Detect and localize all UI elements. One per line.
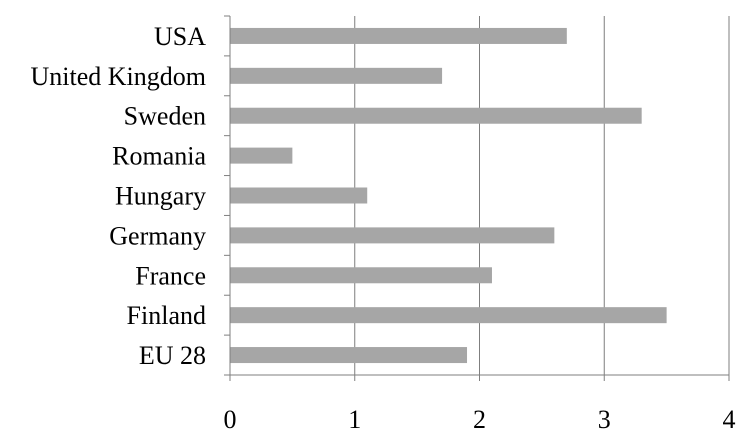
category-label-eu-28: EU 28 xyxy=(139,341,206,370)
category-label-sweden: Sweden xyxy=(124,102,206,131)
bar-eu-28 xyxy=(230,347,468,364)
category-label-germany: Germany xyxy=(109,221,206,250)
category-labels: USA United Kingdom Sweden Romania Hungary Ger… xyxy=(31,22,207,370)
bar-hungary xyxy=(230,187,368,204)
x-tick-label-3: 3 xyxy=(598,405,611,431)
category-label-united-kingdom: United Kingdom xyxy=(31,62,207,91)
category-label-france: France xyxy=(135,261,206,290)
bar-romania xyxy=(230,147,293,164)
bar-usa xyxy=(230,27,567,44)
axes xyxy=(224,15,730,381)
x-tick-label-1: 1 xyxy=(348,405,361,431)
bars xyxy=(230,27,667,364)
bar-finland xyxy=(230,307,667,324)
category-label-finland: Finland xyxy=(127,301,206,330)
x-tick-label-4: 4 xyxy=(723,405,736,431)
bar-germany xyxy=(230,227,555,244)
x-tick-label-0: 0 xyxy=(224,405,237,431)
bar-sweden xyxy=(230,107,642,124)
x-tick-labels: 0 1 2 3 4 xyxy=(224,405,736,431)
category-label-romania: Romania xyxy=(112,142,206,171)
category-label-usa: USA xyxy=(154,22,206,51)
x-tick-label-2: 2 xyxy=(473,405,486,431)
bar-united-kingdom xyxy=(230,67,443,84)
category-label-hungary: Hungary xyxy=(115,182,206,211)
bar-france xyxy=(230,267,492,284)
